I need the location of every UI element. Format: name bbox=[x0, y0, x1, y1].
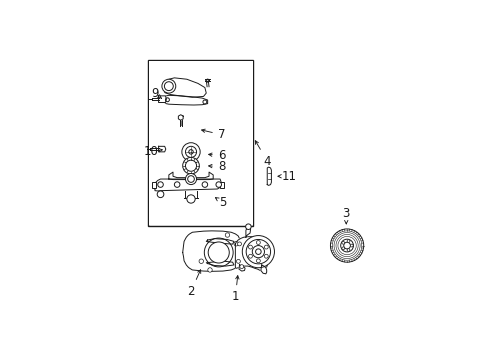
Circle shape bbox=[248, 245, 252, 249]
Circle shape bbox=[350, 244, 352, 247]
Circle shape bbox=[158, 182, 163, 187]
Circle shape bbox=[242, 235, 274, 268]
Circle shape bbox=[202, 182, 207, 187]
Circle shape bbox=[341, 247, 344, 250]
Bar bbox=[148, 61, 252, 225]
Circle shape bbox=[185, 160, 196, 171]
Polygon shape bbox=[178, 115, 183, 120]
Circle shape bbox=[340, 239, 353, 252]
Polygon shape bbox=[267, 167, 271, 185]
Circle shape bbox=[248, 254, 252, 258]
Circle shape bbox=[157, 191, 163, 198]
Circle shape bbox=[252, 246, 264, 258]
Circle shape bbox=[346, 249, 349, 251]
Circle shape bbox=[187, 176, 194, 183]
Circle shape bbox=[255, 249, 261, 255]
Text: 9: 9 bbox=[151, 87, 161, 100]
Circle shape bbox=[330, 229, 363, 262]
Circle shape bbox=[185, 146, 196, 157]
Bar bbox=[152, 183, 156, 188]
Circle shape bbox=[225, 259, 229, 264]
Polygon shape bbox=[235, 237, 267, 271]
Circle shape bbox=[225, 233, 229, 237]
Circle shape bbox=[256, 240, 260, 244]
Polygon shape bbox=[158, 146, 165, 152]
Text: 11: 11 bbox=[277, 170, 296, 183]
Polygon shape bbox=[155, 179, 221, 191]
Text: 10: 10 bbox=[143, 145, 162, 158]
Circle shape bbox=[264, 254, 268, 258]
Text: 2: 2 bbox=[187, 270, 201, 298]
Circle shape bbox=[237, 242, 241, 246]
Polygon shape bbox=[245, 226, 250, 237]
Circle shape bbox=[199, 259, 203, 264]
Bar bbox=[148, 60, 253, 226]
Circle shape bbox=[208, 242, 229, 263]
Polygon shape bbox=[164, 78, 206, 97]
Circle shape bbox=[341, 242, 344, 244]
Circle shape bbox=[207, 268, 212, 272]
Polygon shape bbox=[163, 95, 207, 105]
Text: 3: 3 bbox=[342, 207, 349, 224]
Polygon shape bbox=[168, 172, 213, 180]
Circle shape bbox=[188, 150, 193, 154]
Text: 8: 8 bbox=[208, 160, 225, 173]
Circle shape bbox=[186, 195, 195, 203]
Circle shape bbox=[216, 182, 221, 187]
Polygon shape bbox=[158, 96, 166, 103]
Polygon shape bbox=[206, 239, 233, 244]
Circle shape bbox=[256, 259, 260, 263]
Circle shape bbox=[245, 224, 251, 229]
Circle shape bbox=[239, 265, 243, 269]
Circle shape bbox=[233, 242, 238, 246]
Circle shape bbox=[203, 100, 206, 104]
Polygon shape bbox=[183, 231, 239, 271]
Circle shape bbox=[162, 79, 175, 93]
Circle shape bbox=[343, 242, 350, 249]
Circle shape bbox=[207, 242, 212, 246]
Circle shape bbox=[346, 240, 349, 243]
Circle shape bbox=[185, 174, 196, 185]
Text: 7: 7 bbox=[201, 128, 225, 141]
Text: 5: 5 bbox=[215, 196, 226, 209]
Circle shape bbox=[236, 260, 240, 263]
Bar bbox=[220, 183, 224, 188]
Circle shape bbox=[164, 82, 173, 91]
Text: 4: 4 bbox=[255, 141, 270, 167]
Polygon shape bbox=[206, 261, 233, 266]
Circle shape bbox=[183, 157, 199, 174]
Circle shape bbox=[174, 182, 180, 187]
Text: 1: 1 bbox=[231, 276, 239, 303]
Text: 6: 6 bbox=[208, 149, 225, 162]
Circle shape bbox=[264, 245, 268, 249]
Circle shape bbox=[204, 238, 233, 267]
Circle shape bbox=[245, 239, 270, 264]
Polygon shape bbox=[239, 265, 244, 271]
Circle shape bbox=[182, 143, 200, 161]
Circle shape bbox=[165, 98, 169, 102]
Polygon shape bbox=[260, 265, 266, 274]
